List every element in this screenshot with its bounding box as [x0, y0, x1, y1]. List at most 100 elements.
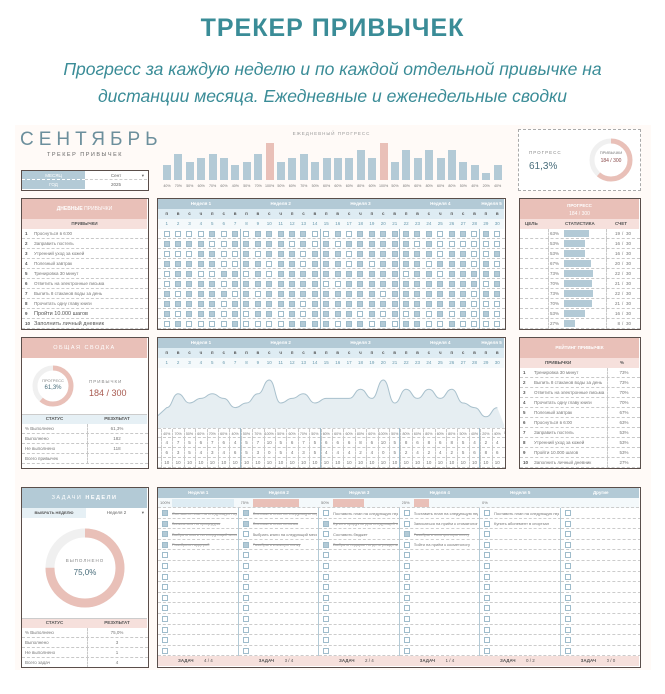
task-checkbox[interactable]: [564, 552, 571, 559]
task-checkbox[interactable]: [564, 584, 571, 591]
task-text[interactable]: Купить продукты для следующей недели: [333, 521, 398, 527]
habit-checkbox[interactable]: [414, 311, 421, 317]
habit-checkbox[interactable]: [391, 321, 398, 327]
habit-checkbox[interactable]: [459, 271, 466, 277]
habit-checkbox[interactable]: [345, 261, 352, 267]
habit-checkbox[interactable]: [334, 271, 341, 277]
habit-checkbox[interactable]: [437, 311, 444, 317]
habit-checkbox[interactable]: [197, 311, 204, 317]
habit-checkbox[interactable]: [288, 251, 295, 257]
task-checkbox[interactable]: [323, 584, 329, 591]
habit-checkbox[interactable]: [380, 251, 387, 257]
task-checkbox[interactable]: [242, 584, 249, 591]
habit-checkbox[interactable]: [300, 311, 307, 317]
habit-checkbox[interactable]: [197, 321, 204, 327]
task-checkbox[interactable]: [323, 605, 329, 612]
habit-checkbox[interactable]: [209, 241, 216, 247]
habit-checkbox[interactable]: [300, 271, 307, 277]
habit-checkbox[interactable]: [266, 321, 273, 327]
habit-checkbox[interactable]: [448, 301, 455, 307]
habit-checkbox[interactable]: [425, 311, 432, 317]
task-checkbox[interactable]: [323, 573, 329, 580]
habit-checkbox[interactable]: [391, 311, 398, 317]
habit-checkbox[interactable]: [414, 271, 421, 277]
habit-checkbox[interactable]: [459, 321, 466, 327]
month-select[interactable]: Сент ▾: [85, 171, 147, 180]
habit-checkbox[interactable]: [323, 291, 330, 297]
habit-checkbox[interactable]: [323, 281, 330, 287]
habit-checkbox[interactable]: [220, 301, 227, 307]
habit-checkbox[interactable]: [220, 271, 227, 277]
habit-checkbox[interactable]: [243, 271, 250, 277]
task-checkbox[interactable]: [162, 626, 168, 633]
habit-checkbox[interactable]: [471, 251, 478, 257]
habit-checkbox[interactable]: [437, 301, 444, 307]
habit-checkbox[interactable]: [437, 231, 444, 237]
habit-checkbox[interactable]: [459, 291, 466, 297]
habit-checkbox[interactable]: [220, 321, 227, 327]
task-checkbox[interactable]: [564, 616, 571, 622]
task-checkbox[interactable]: [242, 647, 249, 654]
habit-checkbox[interactable]: [300, 291, 307, 297]
habit-checkbox[interactable]: [209, 251, 216, 257]
habit-checkbox[interactable]: [197, 281, 204, 287]
habit-checkbox[interactable]: [163, 271, 170, 277]
habit-checkbox[interactable]: [494, 291, 501, 297]
habit-checkbox[interactable]: [197, 291, 204, 297]
habit-checkbox[interactable]: [174, 251, 181, 257]
task-checkbox[interactable]: [162, 510, 168, 516]
habit-checkbox[interactable]: [459, 311, 466, 317]
habit-checkbox[interactable]: [425, 231, 432, 237]
habit-checkbox[interactable]: [220, 311, 227, 317]
habit-checkbox[interactable]: [311, 261, 318, 267]
habit-checkbox[interactable]: [243, 291, 250, 297]
habit-checkbox[interactable]: [288, 231, 295, 237]
task-text[interactable]: Записаться на процедуры: [172, 521, 221, 527]
habit-checkbox[interactable]: [186, 321, 193, 327]
habit-checkbox[interactable]: [300, 231, 307, 237]
habit-checkbox[interactable]: [482, 241, 489, 247]
habit-checkbox[interactable]: [425, 251, 432, 257]
habit-checkbox[interactable]: [254, 261, 261, 267]
habit-checkbox[interactable]: [368, 321, 375, 327]
task-checkbox[interactable]: [242, 531, 249, 538]
task-checkbox[interactable]: [484, 626, 490, 633]
habit-checkbox[interactable]: [231, 281, 238, 287]
habit-checkbox[interactable]: [288, 261, 295, 267]
habit-checkbox[interactable]: [323, 261, 330, 267]
habit-checkbox[interactable]: [414, 251, 421, 257]
habit-checkbox[interactable]: [357, 291, 364, 297]
habit-checkbox[interactable]: [402, 241, 409, 247]
habit-checkbox[interactable]: [300, 241, 307, 247]
task-checkbox[interactable]: [242, 563, 249, 569]
task-checkbox[interactable]: [484, 616, 490, 622]
task-checkbox[interactable]: [323, 541, 329, 548]
habit-checkbox[interactable]: [357, 281, 364, 287]
task-checkbox[interactable]: [403, 605, 410, 612]
habit-checkbox[interactable]: [311, 271, 318, 277]
habit-checkbox[interactable]: [334, 251, 341, 257]
habit-checkbox[interactable]: [380, 231, 387, 237]
habit-checkbox[interactable]: [414, 261, 421, 267]
habit-checkbox[interactable]: [266, 291, 273, 297]
task-checkbox[interactable]: [242, 573, 249, 580]
habit-checkbox[interactable]: [368, 301, 375, 307]
habit-checkbox[interactable]: [266, 251, 273, 257]
task-checkbox[interactable]: [403, 584, 410, 591]
habit-checkbox[interactable]: [243, 321, 250, 327]
task-checkbox[interactable]: [242, 616, 249, 622]
habit-checkbox[interactable]: [254, 271, 261, 277]
habit-checkbox[interactable]: [231, 261, 238, 267]
habit-checkbox[interactable]: [471, 281, 478, 287]
task-text[interactable]: Выбрать книги на следующий месяц: [172, 531, 237, 537]
habit-checkbox[interactable]: [186, 301, 193, 307]
habit-checkbox[interactable]: [334, 301, 341, 307]
habit-checkbox[interactable]: [243, 261, 250, 267]
task-checkbox[interactable]: [484, 520, 490, 527]
habit-checkbox[interactable]: [402, 231, 409, 237]
task-checkbox[interactable]: [162, 647, 168, 654]
task-checkbox[interactable]: [162, 573, 168, 580]
habit-checkbox[interactable]: [266, 271, 273, 277]
year-field[interactable]: 2025: [110, 182, 121, 187]
habit-checkbox[interactable]: [300, 251, 307, 257]
